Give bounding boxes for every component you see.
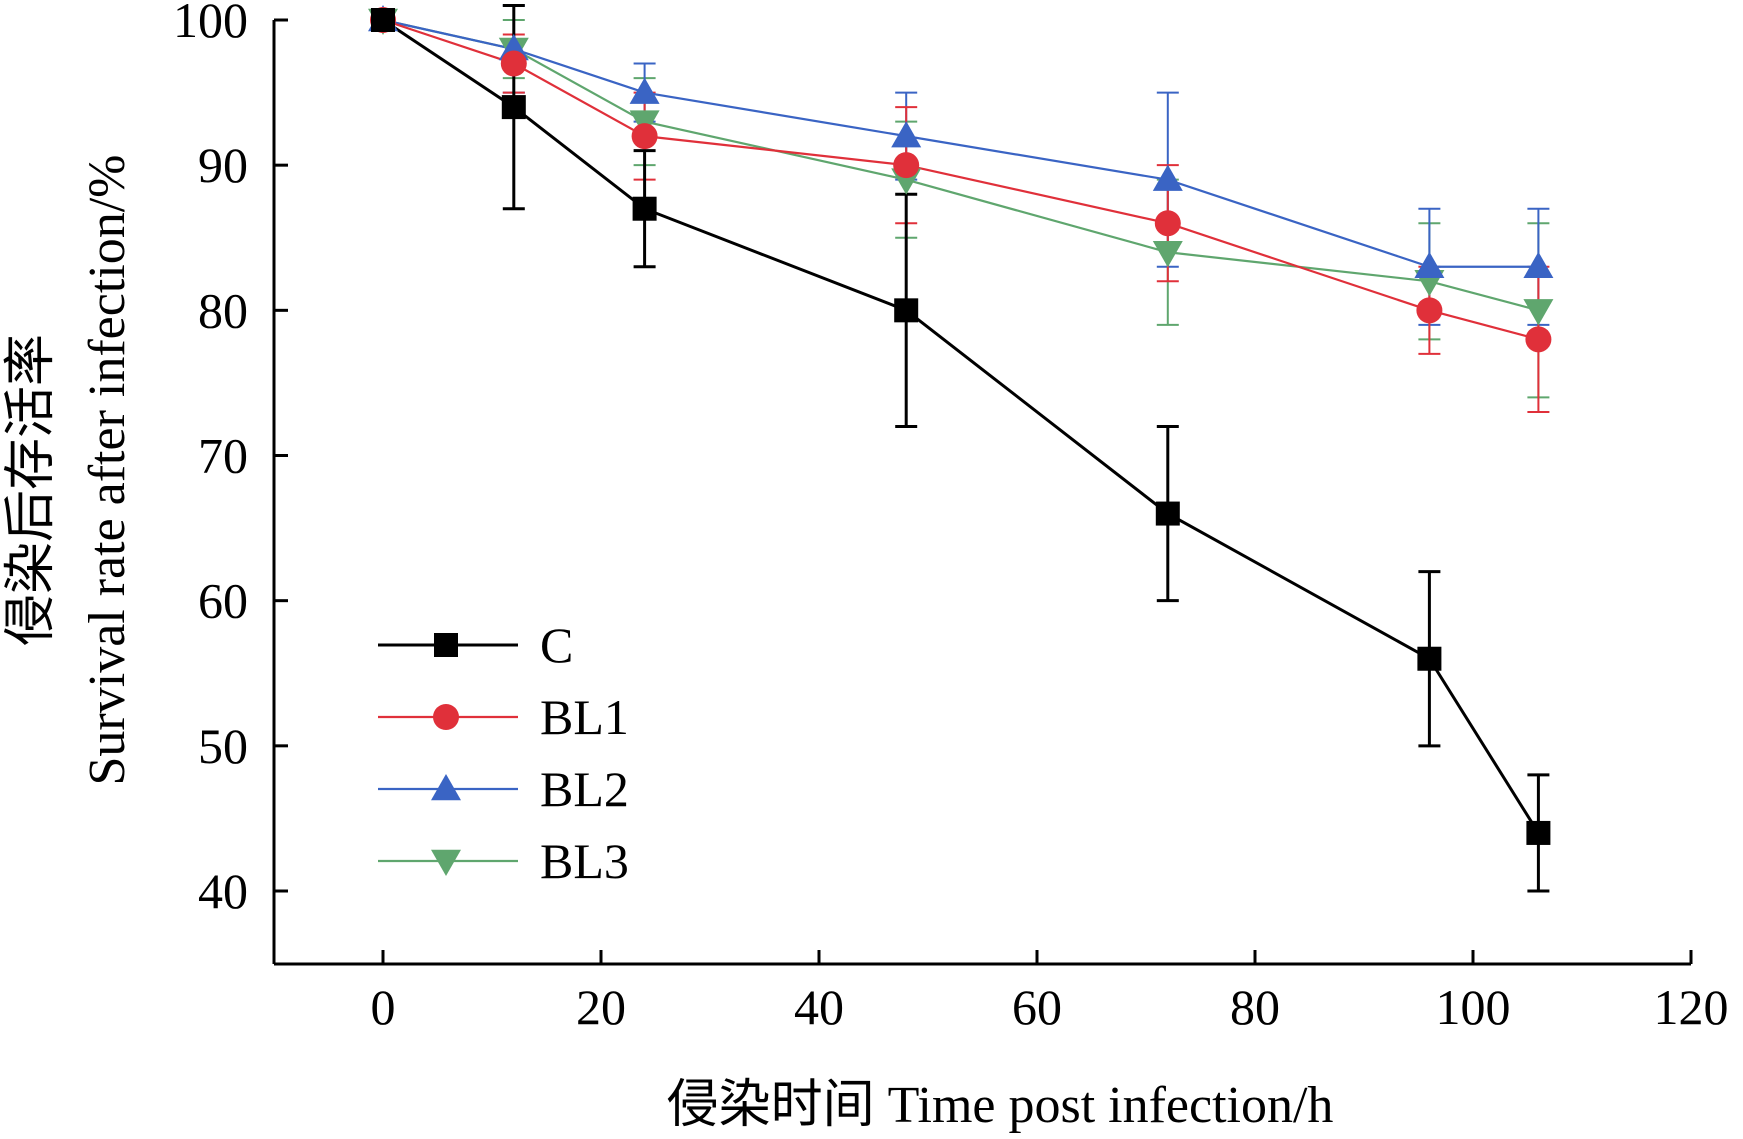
y-tick-label: 90 bbox=[198, 137, 248, 193]
x-tick-label: 40 bbox=[794, 979, 844, 1035]
data-point-c bbox=[894, 298, 919, 323]
y-tick-label: 70 bbox=[198, 428, 248, 484]
data-point-bl1 bbox=[631, 123, 658, 150]
x-tick-label: 60 bbox=[1012, 979, 1062, 1035]
data-point-bl2 bbox=[891, 121, 922, 148]
y-axis-title-line-2: Survival rate after infection/% bbox=[79, 155, 136, 786]
y-tick-label: 80 bbox=[198, 282, 248, 338]
data-point-bl1 bbox=[1154, 210, 1181, 237]
tick-marks: 0 20 40 60 80 100 120 40 50 60 70 80 90 100 bbox=[173, 0, 1729, 1035]
data-point-c bbox=[371, 8, 395, 32]
data-point-bl1 bbox=[1416, 297, 1443, 324]
legend-marker-bl2 bbox=[431, 774, 461, 801]
y-axis-title-line-1: 侵染后存活率 bbox=[3, 334, 60, 646]
data-point-bl1 bbox=[1525, 326, 1552, 353]
data-point-bl1 bbox=[500, 50, 527, 77]
legend-marker-bl3 bbox=[431, 849, 461, 876]
data-markers bbox=[368, 5, 1554, 845]
x-tick-label: 100 bbox=[1436, 979, 1511, 1035]
x-tick-label: 0 bbox=[371, 979, 396, 1035]
series-line-bl1 bbox=[382, 18, 1539, 341]
x-tick-label: 120 bbox=[1654, 979, 1729, 1035]
x-tick-label: 80 bbox=[1230, 979, 1280, 1035]
legend-marker-bl1 bbox=[433, 704, 459, 730]
data-point-bl1 bbox=[893, 152, 920, 179]
legend-label-bl2: BL2 bbox=[540, 761, 629, 817]
legend-label-bl1: BL1 bbox=[540, 689, 629, 745]
legend-label-c: C bbox=[540, 617, 573, 673]
data-point-c bbox=[632, 196, 657, 221]
series-line-bl2 bbox=[382, 18, 1539, 268]
data-point-c bbox=[1526, 820, 1551, 845]
x-tick-label: 20 bbox=[576, 979, 626, 1035]
data-point-c bbox=[501, 95, 526, 120]
y-tick-label: 40 bbox=[198, 863, 248, 919]
data-point-bl2 bbox=[1523, 251, 1554, 279]
data-point-bl2 bbox=[1414, 251, 1445, 279]
legend-marker-c bbox=[434, 633, 458, 657]
y-tick-label: 50 bbox=[198, 718, 248, 774]
axes bbox=[272, 20, 1691, 966]
legend: C BL1 BL2 BL3 bbox=[378, 617, 629, 889]
legend-label-bl3: BL3 bbox=[540, 833, 629, 889]
y-tick-label: 60 bbox=[198, 573, 248, 629]
data-point-c bbox=[1155, 501, 1180, 526]
data-point-bl3 bbox=[1523, 299, 1554, 326]
y-tick-label: 100 bbox=[173, 0, 248, 48]
x-axis-title: 侵染时间 Time post infection/h bbox=[667, 1077, 1334, 1134]
data-point-bl2 bbox=[629, 77, 660, 104]
data-point-bl2 bbox=[1152, 164, 1183, 191]
data-point-bl3 bbox=[1152, 241, 1183, 268]
data-point-c bbox=[1417, 646, 1442, 671]
